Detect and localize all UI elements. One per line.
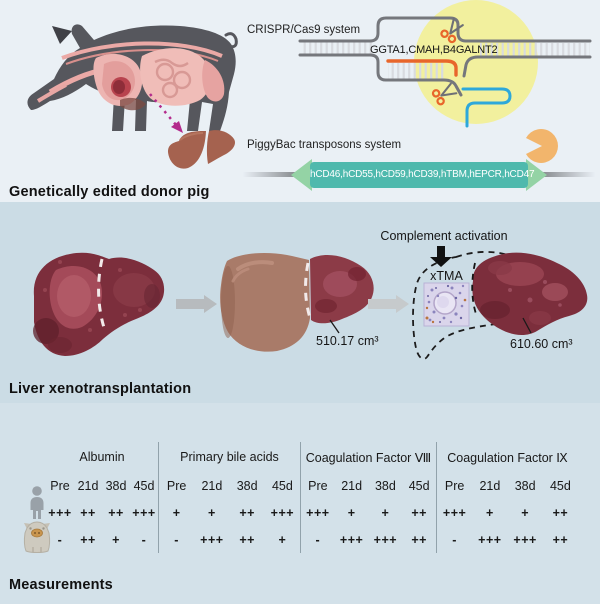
table-cell: - <box>452 532 457 547</box>
table-cell: 21d <box>341 478 363 493</box>
table-cell: 38d <box>105 478 127 493</box>
table-cell: - <box>174 532 179 547</box>
table-cell: 38d <box>236 478 258 493</box>
table-cell: 45d <box>271 478 293 493</box>
measure-group-coagulation-factor-: Coagulation Factor Ⅸ Pre 21d 38d 45d +++ + + ++ -… <box>436 442 578 553</box>
xtma-label: xTMA <box>430 269 463 283</box>
timepoint-header-row: Pre 21d 38d 45d <box>46 472 158 499</box>
table-cell: +++ <box>373 532 398 547</box>
pig-icon <box>23 521 51 553</box>
measurements-table: Albumin Pre 21d 38d 45d +++ ++ ++ +++ - ++ + - Primar… <box>10 442 578 553</box>
table-cell: 38d <box>514 478 536 493</box>
table-cell: +++ <box>48 505 72 520</box>
crispr-system-label: CRISPR/Cas9 system <box>247 24 361 36</box>
measure-group-primary-bile-acids: Primary bile acids Pre 21d 38d 45d + + ++ +++ - ++… <box>158 442 300 553</box>
group-title: Albumin <box>79 450 125 464</box>
table-cell: Pre <box>50 478 70 493</box>
bottom-section-title: Measurements <box>9 577 113 593</box>
complement-activation-label: Complement activation <box>380 229 508 243</box>
human-values-row: +++ ++ ++ +++ <box>46 499 158 526</box>
table-cell: + <box>521 505 530 520</box>
table-cell: ++ <box>552 532 569 547</box>
human-icon <box>30 486 44 519</box>
table-cell: ++ <box>239 532 255 547</box>
table-cell: + <box>207 505 216 520</box>
table-cell: ++ <box>411 505 427 520</box>
top-section-title: Genetically edited donor pig <box>9 184 210 200</box>
table-cell: +++ <box>339 532 364 547</box>
table-cell: +++ <box>200 532 224 547</box>
measure-group-albumin: Albumin Pre 21d 38d 45d +++ ++ ++ +++ - ++ + - <box>46 442 158 553</box>
table-cell: + <box>381 505 390 520</box>
pig-values-row: - ++ + - <box>46 526 158 553</box>
table-cell: - <box>57 532 63 547</box>
table-cell: Pre <box>444 478 465 493</box>
native-liver-volume-label: 510.17 cm³ <box>316 334 379 348</box>
pig-values-row: - +++ +++ ++ <box>437 526 578 553</box>
middle-section-title: Liver xenotransplantation <box>9 381 192 397</box>
table-cell: + <box>485 505 494 520</box>
table-cell: ++ <box>108 505 124 520</box>
table-cell: + <box>347 505 356 520</box>
table-cell: ++ <box>239 505 255 520</box>
table-cell: +++ <box>270 505 295 520</box>
timepoint-header-row: Pre 21d 38d 45d <box>301 472 436 499</box>
table-cell: +++ <box>513 532 537 547</box>
knockout-genes-label: GGTA1,CMAH,B4GALNT2 <box>370 44 498 56</box>
pig-values-row: - +++ +++ ++ <box>301 526 436 553</box>
table-cell: 21d <box>479 478 501 493</box>
table-cell: + <box>172 505 181 520</box>
table-cell: ++ <box>80 532 96 547</box>
group-title: Coagulation Factor Ⅸ <box>447 450 568 465</box>
table-cell: 45d <box>549 478 571 493</box>
table-cell: +++ <box>442 505 467 520</box>
table-cell: +++ <box>306 505 330 520</box>
table-cell: 38d <box>374 478 396 493</box>
group-title: Coagulation Factor Ⅷ <box>305 450 432 465</box>
table-cell: 21d <box>77 478 99 493</box>
table-cell: + <box>278 532 287 547</box>
graft-liver-volume-label: 610.60 cm³ <box>510 337 573 351</box>
section-liver-xenotransplantation <box>0 202 600 403</box>
table-cell: + <box>112 532 120 547</box>
timepoint-header-row: Pre 21d 38d 45d <box>437 472 578 499</box>
table-cell: +++ <box>478 532 502 547</box>
table-cell: Pre <box>166 478 187 493</box>
table-cell: 45d <box>133 478 155 493</box>
table-cell: 21d <box>201 478 223 493</box>
human-values-row: +++++++ <box>301 499 436 526</box>
table-cell: - <box>315 532 321 547</box>
timepoint-header-row: Pre 21d 38d 45d <box>159 472 300 499</box>
piggybac-system-label: PiggyBac transposons system <box>247 139 402 151</box>
table-cell: - <box>141 532 147 547</box>
table-cell: 45d <box>408 478 430 493</box>
table-cell: ++ <box>552 505 569 520</box>
human-values-row: +++++++ <box>159 499 300 526</box>
human-values-row: +++++++ <box>437 499 578 526</box>
measure-group-coagulation-factor-: Coagulation Factor Ⅷ Pre 21d 38d 45d +++ + + ++ -… <box>300 442 436 553</box>
group-title: Primary bile acids <box>180 450 279 464</box>
table-cell: +++ <box>132 505 156 520</box>
measurements-table-groups: Albumin Pre 21d 38d 45d +++ ++ ++ +++ - ++ + - Primar… <box>46 442 578 553</box>
pig-values-row: - +++ ++ + <box>159 526 300 553</box>
transgene-cassette-label: hCD46,hCD55,hCD59,hCD39,hTBM,hEPCR,hCD47 <box>310 169 535 180</box>
table-cell: Pre <box>308 478 328 493</box>
table-cell: ++ <box>411 532 427 547</box>
table-cell: ++ <box>80 505 96 520</box>
